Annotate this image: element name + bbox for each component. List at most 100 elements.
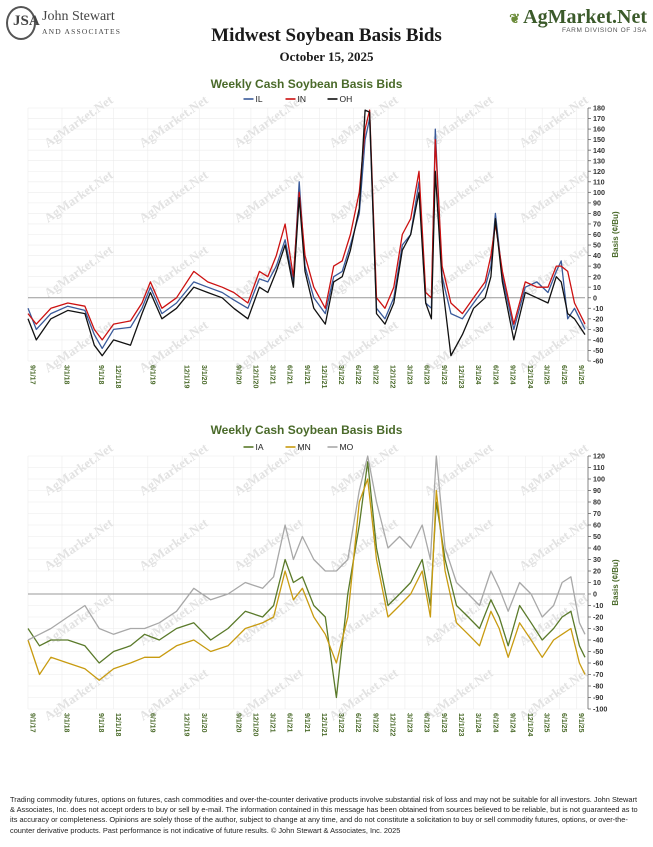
x-tick-label: 9/1/17 xyxy=(29,365,36,385)
watermark-text: AgMarket.Net xyxy=(41,515,116,574)
legend-label-il: IL xyxy=(256,94,263,104)
watermark-text: AgMarket.Net xyxy=(136,515,211,574)
x-tick-label: 3/1/18 xyxy=(62,713,69,733)
y-tick-label: -30 xyxy=(593,624,603,633)
y-tick-label: -50 xyxy=(593,346,603,355)
logo-left-sub: AND ASSOCIATES xyxy=(42,27,122,36)
y-tick-label: -30 xyxy=(593,325,603,334)
y-tick-label: 60 xyxy=(593,230,601,239)
watermark-text: AgMarket.Net xyxy=(41,440,116,499)
watermark-text: AgMarket.Net xyxy=(421,167,496,226)
y-tick-label: 60 xyxy=(593,521,601,530)
page-date: October 15, 2025 xyxy=(279,49,374,64)
watermark-text: AgMarket.Net xyxy=(41,92,116,151)
x-tick-label: 3/1/21 xyxy=(268,713,275,733)
watermark-text: AgMarket.Net xyxy=(231,167,306,226)
y-tick-label: 160 xyxy=(593,125,605,134)
x-tick-label: 3/1/25 xyxy=(543,365,550,385)
y-tick-label: 80 xyxy=(593,209,601,218)
y-tick-label: 120 xyxy=(593,167,605,176)
x-tick-label: 6/1/22 xyxy=(354,713,361,733)
series-line-ia xyxy=(27,461,586,699)
x-tick-label: 6/1/19 xyxy=(148,713,155,733)
y-tick-label: 0 xyxy=(593,590,597,599)
basis-chart-eastern: AgMarket.Net AgMarket.Net AgMarket.Net AgMa… xyxy=(27,77,620,388)
watermark-text: AgMarket.Net xyxy=(231,515,306,574)
x-tick-label: 12/1/24 xyxy=(526,713,533,736)
agmarket-logo: ❦ AgMarket.Net FARM DIVISION OF JSA xyxy=(487,6,647,36)
x-tick-label: 9/1/24 xyxy=(509,713,516,733)
x-tick-label: 6/1/24 xyxy=(491,365,498,385)
series-line-in xyxy=(27,109,586,341)
watermark-text: AgMarket.Net xyxy=(326,242,401,301)
chart-legend: IL IN OH xyxy=(243,94,353,104)
x-tick-label: 6/1/25 xyxy=(560,713,567,733)
y-tick-label: 150 xyxy=(593,135,605,144)
y-tick-label: 50 xyxy=(593,241,601,250)
basis-chart-western: AgMarket.Net AgMarket.Net AgMarket.Net AgMa… xyxy=(27,423,620,736)
y-tick-label: 30 xyxy=(593,555,601,564)
y-tick-label: -40 xyxy=(593,336,603,345)
y-tick-label: 110 xyxy=(593,463,605,472)
watermark-text: AgMarket.Net xyxy=(231,92,306,151)
x-tick-label: 12/1/22 xyxy=(389,365,396,388)
leaf-icon: ❦ xyxy=(509,11,521,26)
y-tick-label: 30 xyxy=(593,262,601,271)
y-tick-label: 40 xyxy=(593,544,601,553)
x-tick-label: 9/1/17 xyxy=(29,713,36,733)
x-tick-label: 6/1/19 xyxy=(148,365,155,385)
y-tick-label: -20 xyxy=(593,613,603,622)
x-axis: 9/1/17 3/1/18 9/1/18 12/1/18 6/1/19 12/1/19 3/… xyxy=(29,713,585,736)
watermark-text: AgMarket.Net xyxy=(41,167,116,226)
y-tick-label: 110 xyxy=(593,177,605,186)
y-tick-label: 20 xyxy=(593,567,601,576)
x-tick-label: 9/1/18 xyxy=(97,713,104,733)
watermark-text: AgMarket.Net xyxy=(326,590,401,649)
y-tick-label: 10 xyxy=(593,578,601,587)
y-tick-label: 0 xyxy=(593,293,597,302)
y-tick-label: -10 xyxy=(593,601,603,610)
x-tick-label: 12/1/18 xyxy=(114,365,121,388)
y-tick-label: -80 xyxy=(593,682,603,691)
y-tick-label: -50 xyxy=(593,647,603,656)
legend-label-oh: OH xyxy=(340,94,353,104)
y-tick-label: 70 xyxy=(593,509,601,518)
y-tick-label: -100 xyxy=(593,705,607,714)
x-tick-label: 6/1/23 xyxy=(423,713,430,733)
x-tick-label: 9/1/23 xyxy=(440,713,447,733)
logo-left-name: John Stewart xyxy=(42,9,115,24)
chart-title: Weekly Cash Soybean Basis Bids xyxy=(211,77,403,91)
grid-lines xyxy=(27,107,585,362)
x-tick-label: 9/1/20 xyxy=(234,365,241,385)
x-tick-label: 6/1/22 xyxy=(354,365,361,385)
x-tick-label: 12/1/21 xyxy=(320,713,327,736)
john-stewart-logo: JSA John Stewart AND ASSOCIATES xyxy=(6,6,136,42)
watermark-text: AgMarket.Net xyxy=(421,92,496,151)
x-tick-label: 9/1/18 xyxy=(97,365,104,385)
y-tick-label: 100 xyxy=(593,188,605,197)
watermark-text: AgMarket.Net xyxy=(421,590,496,649)
x-tick-label: 9/1/22 xyxy=(371,365,378,385)
legend-label-in: IN xyxy=(298,94,307,104)
x-tick-label: 3/1/25 xyxy=(543,713,550,733)
x-tick-label: 3/1/21 xyxy=(268,365,275,385)
watermark-text: AgMarket.Net xyxy=(326,167,401,226)
chart-legend: IA MN MO xyxy=(243,442,354,452)
watermark-text: AgMarket.Net xyxy=(136,167,211,226)
legend-label-ia: IA xyxy=(256,442,264,452)
y-tick-label: -20 xyxy=(593,314,603,323)
x-tick-label: 3/1/23 xyxy=(405,713,412,733)
x-tick-label: 12/1/19 xyxy=(183,713,190,736)
y-tick-label: 70 xyxy=(593,220,601,229)
x-tick-label: 12/1/22 xyxy=(389,713,396,736)
jsa-monogram-icon: JSA xyxy=(6,6,40,40)
x-tick-label: 9/1/25 xyxy=(577,713,584,733)
y-tick-label: 90 xyxy=(593,486,601,495)
watermark-text: AgMarket.Net xyxy=(136,92,211,151)
x-tick-label: 12/1/18 xyxy=(114,713,121,736)
x-tick-label: 6/1/25 xyxy=(560,365,567,385)
y-tick-label: 100 xyxy=(593,475,605,484)
y-tick-label: -60 xyxy=(593,659,603,668)
x-tick-label: 3/1/24 xyxy=(474,713,481,733)
x-tick-label: 3/1/18 xyxy=(62,365,69,385)
